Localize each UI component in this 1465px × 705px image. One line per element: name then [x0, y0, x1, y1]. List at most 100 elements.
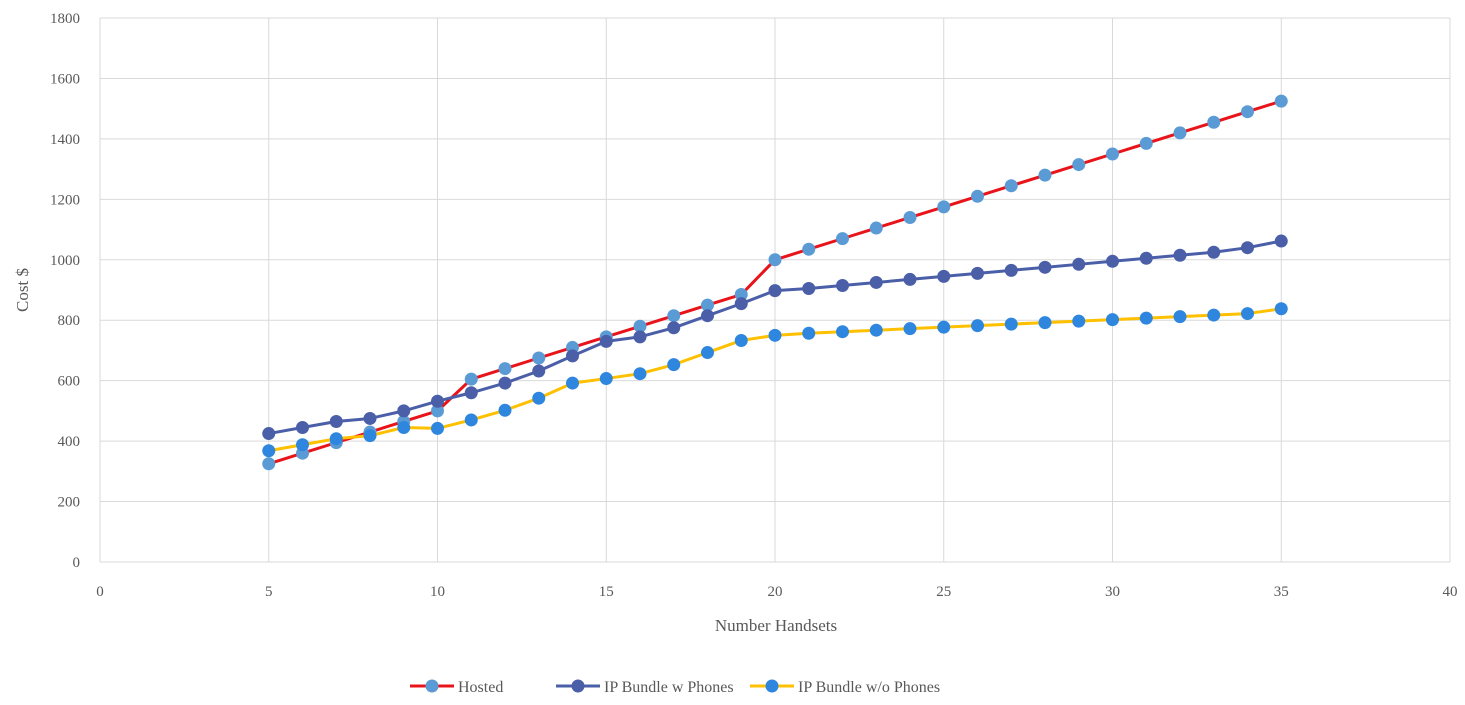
data-point-0	[1038, 168, 1052, 182]
data-point-1	[768, 284, 782, 298]
data-point-1	[498, 376, 512, 390]
data-point-1	[1072, 257, 1086, 271]
data-point-1	[532, 364, 546, 378]
x-tick-label: 40	[1443, 584, 1458, 600]
data-point-0	[836, 232, 849, 246]
y-axis-title: Cost $	[13, 268, 32, 312]
data-point-1	[1004, 263, 1018, 277]
y-tick-label: 1800	[50, 11, 80, 27]
legend-marker-0	[425, 679, 439, 693]
y-tick-label: 1000	[50, 253, 80, 269]
x-axis-title: Number Handsets	[715, 616, 837, 635]
data-point-0	[802, 242, 816, 256]
data-point-2	[1274, 302, 1288, 316]
data-point-2	[397, 421, 411, 435]
data-point-1	[734, 297, 748, 311]
x-tick-label: 25	[936, 584, 951, 600]
data-point-2	[1072, 314, 1086, 328]
data-point-1	[262, 427, 276, 441]
data-point-1	[701, 309, 714, 323]
data-point-1	[971, 266, 984, 280]
legend-label: IP Bundle w/o Phones	[798, 679, 940, 696]
data-point-0	[701, 298, 714, 312]
y-tick-label: 1600	[50, 71, 80, 87]
data-point-1	[1139, 251, 1153, 265]
data-point-1	[431, 394, 444, 408]
data-point-2	[1004, 317, 1018, 331]
x-tick-label: 0	[96, 584, 104, 600]
data-point-1	[464, 386, 478, 400]
data-point-1	[633, 330, 647, 344]
data-point-2	[498, 403, 512, 417]
x-tick-label: 10	[430, 584, 445, 600]
data-point-2	[1106, 313, 1119, 327]
data-point-1	[937, 269, 951, 283]
y-tick-label: 400	[58, 434, 81, 450]
data-point-0	[1072, 158, 1086, 172]
x-tick-label: 5	[265, 584, 273, 600]
data-point-2	[869, 323, 883, 337]
data-point-2	[296, 438, 309, 452]
data-point-0	[464, 372, 478, 386]
data-point-2	[329, 432, 343, 446]
data-point-1	[599, 334, 613, 348]
data-point-2	[836, 325, 849, 339]
data-point-2	[566, 376, 579, 390]
data-point-1	[869, 275, 883, 289]
data-point-0	[1241, 105, 1254, 119]
x-tick-label: 30	[1105, 584, 1120, 600]
legend-label: Hosted	[458, 679, 503, 696]
data-point-0	[768, 253, 782, 267]
data-point-2	[431, 421, 444, 435]
data-point-1	[667, 321, 681, 335]
data-point-0	[532, 351, 546, 365]
data-point-2	[532, 391, 546, 405]
data-point-1	[836, 278, 849, 292]
data-point-2	[599, 372, 613, 386]
data-point-0	[1139, 136, 1153, 150]
y-tick-label: 1400	[50, 132, 80, 148]
data-point-1	[397, 404, 411, 418]
x-tick-label: 20	[768, 584, 783, 600]
x-tick-label: 15	[599, 584, 614, 600]
data-point-2	[1139, 311, 1153, 325]
data-point-0	[633, 319, 647, 333]
tick-labels: 0 200 400 600 800 1000 1200 1400 1600 1800 0 5 10 15 2…	[50, 11, 1458, 600]
data-point-2	[937, 320, 951, 334]
data-point-2	[768, 328, 782, 342]
data-point-0	[1207, 115, 1221, 129]
legend-label: IP Bundle w Phones	[604, 679, 734, 696]
data-point-1	[1106, 254, 1119, 268]
data-point-0	[667, 309, 681, 323]
data-point-2	[633, 367, 647, 381]
data-point-1	[1241, 241, 1254, 255]
data-point-0	[1274, 94, 1288, 108]
data-point-1	[1038, 260, 1052, 274]
data-point-0	[1004, 179, 1018, 193]
data-point-0	[734, 288, 748, 302]
data-point-1	[566, 349, 579, 363]
data-point-1	[1207, 245, 1221, 259]
data-point-2	[903, 322, 917, 336]
y-tick-label: 1200	[50, 192, 80, 208]
data-point-2	[464, 413, 478, 427]
y-tick-label: 800	[58, 313, 81, 329]
data-point-2	[971, 319, 984, 333]
data-point-2	[363, 429, 377, 443]
data-point-2	[1241, 307, 1254, 321]
legend-marker-2	[765, 679, 779, 693]
data-point-2	[667, 358, 681, 372]
legend: Hosted IP Bundle w Phones IP Bundle w/o Ph…	[410, 679, 940, 696]
data-point-2	[1038, 316, 1052, 330]
data-point-2	[802, 326, 816, 340]
series-markers	[262, 94, 1288, 471]
y-tick-label: 600	[58, 374, 81, 390]
data-point-0	[1173, 126, 1187, 140]
data-point-0	[262, 457, 276, 471]
data-point-1	[802, 281, 816, 295]
data-point-1	[296, 421, 309, 435]
data-point-1	[903, 272, 917, 286]
data-point-0	[1106, 147, 1119, 161]
